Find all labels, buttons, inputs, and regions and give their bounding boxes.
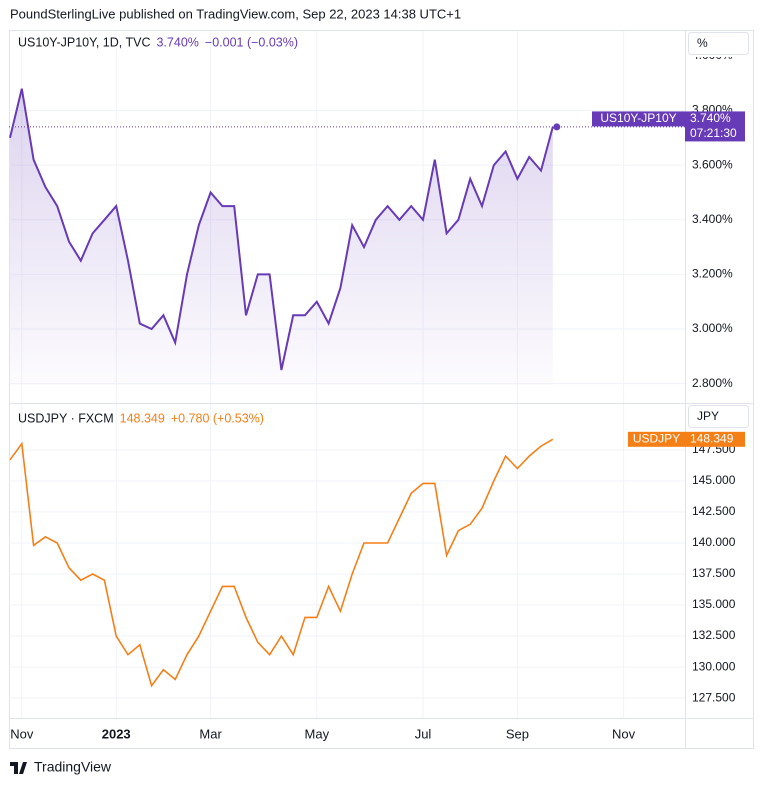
x-tick-label: Mar: [199, 726, 222, 741]
price-tag-name: US10Y-JP10Y: [600, 111, 676, 125]
line: [9, 88, 554, 371]
panel: 127.500 130.000 132.500 135.000 137.500 140.0…: [9, 438, 736, 704]
unit-box[interactable]: [688, 32, 749, 55]
unit-label: JPY: [697, 409, 719, 423]
y-tick-label: 142.500: [692, 504, 736, 518]
y-tick-label: 145.000: [692, 473, 736, 487]
legend-change: −0.001 (−0.03%): [205, 35, 298, 49]
y-tick-label: 137.500: [692, 566, 736, 580]
panel: 2.800%3.000%3.200%3.400%3.600%3.800%4.00…: [9, 48, 733, 390]
y-tick-label: 132.500: [692, 628, 736, 642]
x-tick-label: 2023: [102, 726, 131, 741]
line: [9, 438, 554, 688]
y-tick-label: 127.500: [692, 690, 736, 704]
logo: [10, 762, 27, 774]
unit-label: %: [697, 36, 708, 50]
countdown: 07:21:30: [690, 126, 737, 140]
legend-title: USDJPY · FXCM: [18, 411, 114, 425]
y-tick-label: 2.800%: [692, 376, 733, 390]
price-tag-value: 3.740%: [690, 111, 731, 125]
y-tick-label: 130.000: [692, 659, 736, 673]
price-tag-bg: [685, 431, 745, 447]
legend-title: US10Y-JP10Y, 1D, TVC: [18, 35, 150, 49]
y-tick-label: 135.000: [692, 597, 736, 611]
y-tick-label: 3.200%: [692, 267, 733, 281]
y-tick-label: 3.600%: [692, 157, 733, 171]
header: PoundSterlingLive published on TradingVi…: [10, 6, 461, 21]
x-tick-label: Sep: [506, 726, 529, 741]
price-tag-value: 148.349: [690, 431, 734, 445]
x-tick-label: Nov: [612, 726, 636, 741]
last-point: [553, 123, 561, 131]
price-tag-name-bg: [592, 111, 685, 127]
y-tick-label: 3.000%: [692, 321, 733, 335]
x-tick-label: May: [305, 726, 330, 741]
x-tick-label: Nov: [10, 726, 34, 741]
footer: TradingView: [34, 759, 112, 775]
plot-layer: Nov 2023 Mar May Jul Sep Nov 2.800% 3.000% 3.200%…: [9, 31, 749, 741]
legend-value: 148.349: [120, 411, 165, 425]
price-tag-name-bg: [628, 431, 685, 447]
area-fill: [10, 88, 553, 385]
price-tag-bg: [685, 111, 745, 142]
frame: [9, 30, 754, 749]
unit-box[interactable]: [688, 405, 749, 428]
price-tag-name: USDJPY: [633, 431, 680, 445]
x-tick-label: Jul: [415, 726, 432, 741]
legend-value: 3.740%: [156, 35, 198, 49]
y-tick-label: 140.000: [692, 535, 736, 549]
y-tick-label: 3.400%: [692, 212, 733, 226]
y-tick-label: 4.000%: [692, 48, 733, 62]
legend-change: +0.780 (+0.53%): [171, 411, 264, 425]
